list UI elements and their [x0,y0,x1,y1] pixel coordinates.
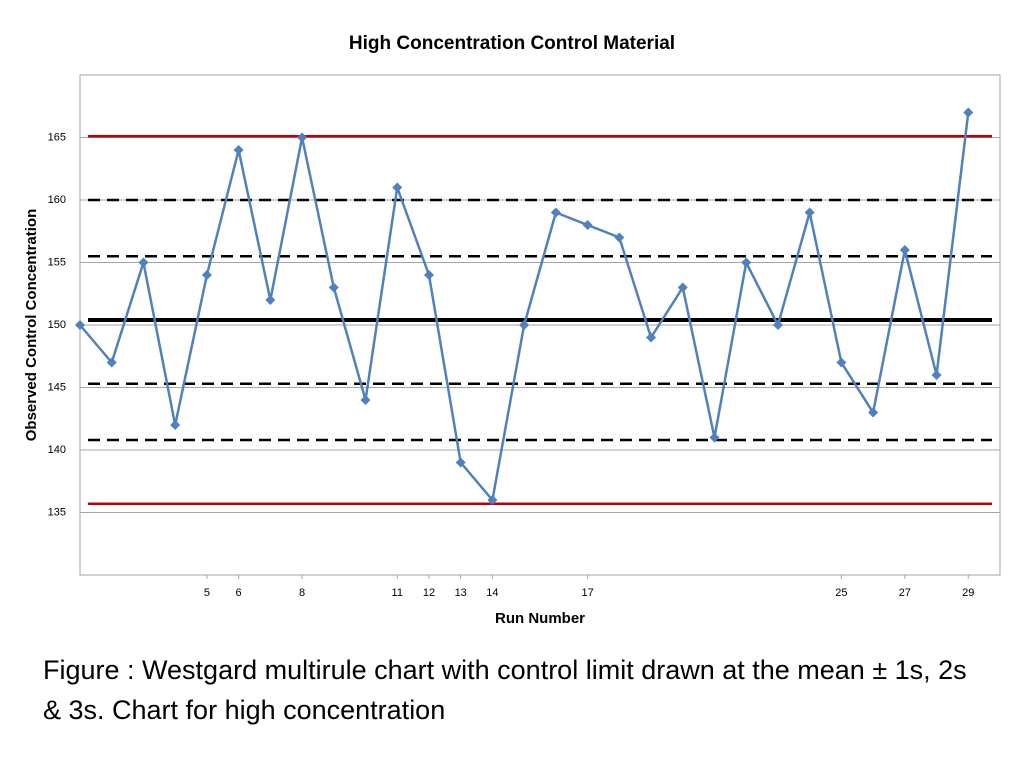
data-point [646,332,657,343]
x-tick-label: 17 [581,587,593,599]
y-tick-label: 160 [48,194,66,206]
x-tick-label: 27 [899,587,911,599]
data-point [741,257,752,268]
data-point [709,432,720,443]
data-point [868,407,879,418]
data-point [836,357,847,368]
data-point [550,207,561,218]
x-tick-label: 14 [486,587,498,599]
data-point [138,257,149,268]
y-tick-label: 135 [48,506,66,518]
y-tick-label: 150 [48,319,66,331]
data-point [170,420,181,430]
x-tick-label: 25 [835,587,847,599]
caption: Figure : Westgard multirule chart with c… [43,655,967,725]
y-tick-label: 140 [48,444,66,456]
data-point [201,270,212,280]
x-tick-label: 13 [455,587,467,599]
data-point [519,320,530,330]
data-point [931,370,942,380]
data-point [772,320,783,330]
y-tick-label: 165 [48,131,66,143]
x-axis-label: Run Number [495,610,585,627]
data-point [233,145,244,155]
x-tick-label: 11 [392,587,403,599]
y-tick-label: 155 [48,256,66,268]
data-point [804,207,815,218]
data-point [677,282,688,293]
chart: High Concentration Control Material Run … [23,33,1001,627]
x-tick-label: 29 [962,587,974,599]
x-tick-label: 12 [423,587,435,599]
data-point [106,357,117,368]
data-point [423,270,434,280]
data-point [392,182,403,193]
data-point [614,232,625,243]
data-point [265,295,276,305]
data-point [328,282,339,293]
data-point [455,457,466,468]
data-point [582,220,593,230]
data-point [297,132,308,143]
x-tick-label: 5 [204,587,210,599]
data-point [487,495,498,505]
x-tick-label: 8 [299,587,305,599]
y-axis-label: Observed Control Concentration [23,209,40,442]
y-tick-label: 145 [48,381,66,393]
data-point [75,320,85,330]
chart-title: High Concentration Control Material [349,33,675,54]
data-point [963,107,974,118]
data-line [79,112,970,503]
data-point [899,245,910,255]
data-point [360,395,371,405]
x-tick-label: 6 [236,587,242,599]
